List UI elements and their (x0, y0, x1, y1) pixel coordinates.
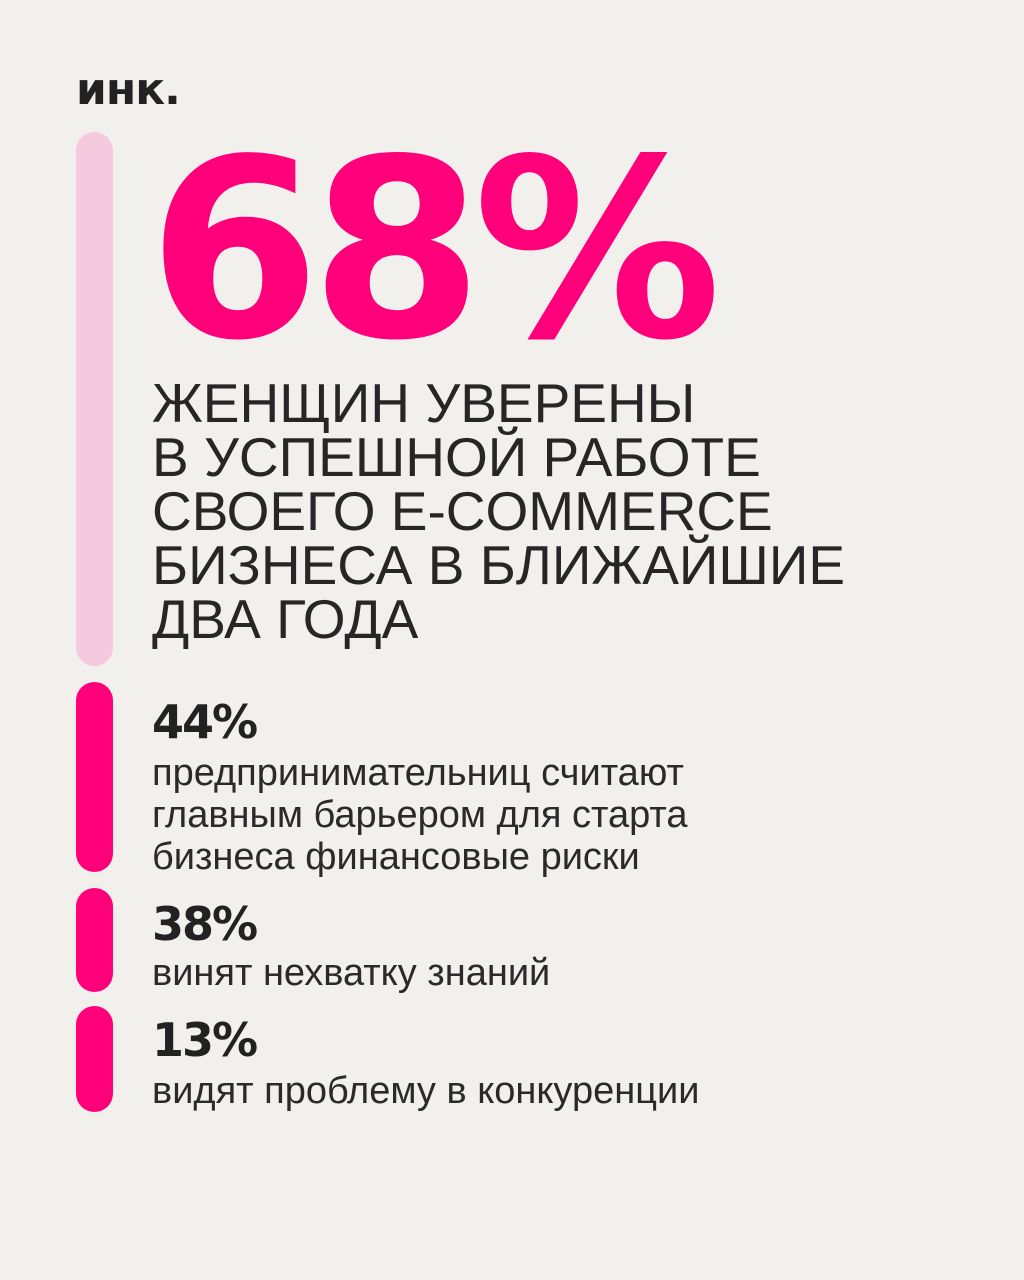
stat-block-competition: 13% видят проблему в конкуренции (152, 1016, 992, 1112)
hero-caption-line: СВОЕГО E-COMMERCE (152, 480, 773, 542)
hero-percentage: 68% (148, 107, 722, 395)
stat-percentage: 13% (152, 1013, 258, 1067)
stat-description: предпринимательниц считают главным барье… (152, 752, 992, 878)
hero-accent-bar (76, 132, 113, 666)
stat-description-line: видят проблему в конкуренции (152, 1070, 700, 1112)
stat-description-line: главным барьером для старта (152, 794, 688, 836)
hero-caption: ЖЕНЩИН УВЕРЕНЫ В УСПЕШНОЙ РАБОТЕ СВОЕГО … (152, 372, 992, 650)
hero-caption-line: ДВА ГОДА (152, 588, 419, 650)
stat-description-line: бизнеса финансовые риски (152, 836, 640, 878)
hero-caption-line: В УСПЕШНОЙ РАБОТЕ (152, 426, 761, 488)
brand-logo: инк. (76, 64, 181, 115)
stat-block-knowledge-gap: 38% винят нехватку знаний (152, 900, 992, 994)
hero-caption-line: ЖЕНЩИН УВЕРЕНЫ (152, 372, 696, 434)
stat-accent-bar-2 (76, 888, 113, 992)
stat-accent-bar-3 (76, 1006, 113, 1112)
stat-percentage: 38% (152, 897, 258, 951)
stat-accent-bar-1 (76, 682, 113, 872)
stat-description-line: предпринимательниц считают (152, 752, 684, 794)
stat-block-financial-risks: 44% предпринимательниц считают главным б… (152, 698, 992, 878)
stat-description: видят проблему в конкуренции (152, 1070, 992, 1112)
hero-caption-line: БИЗНЕСА В БЛИЖАЙШИЕ (152, 534, 846, 596)
stat-percentage: 44% (152, 695, 258, 749)
stat-description-line: винят нехватку знаний (152, 952, 551, 994)
stat-description: винят нехватку знаний (152, 952, 992, 994)
